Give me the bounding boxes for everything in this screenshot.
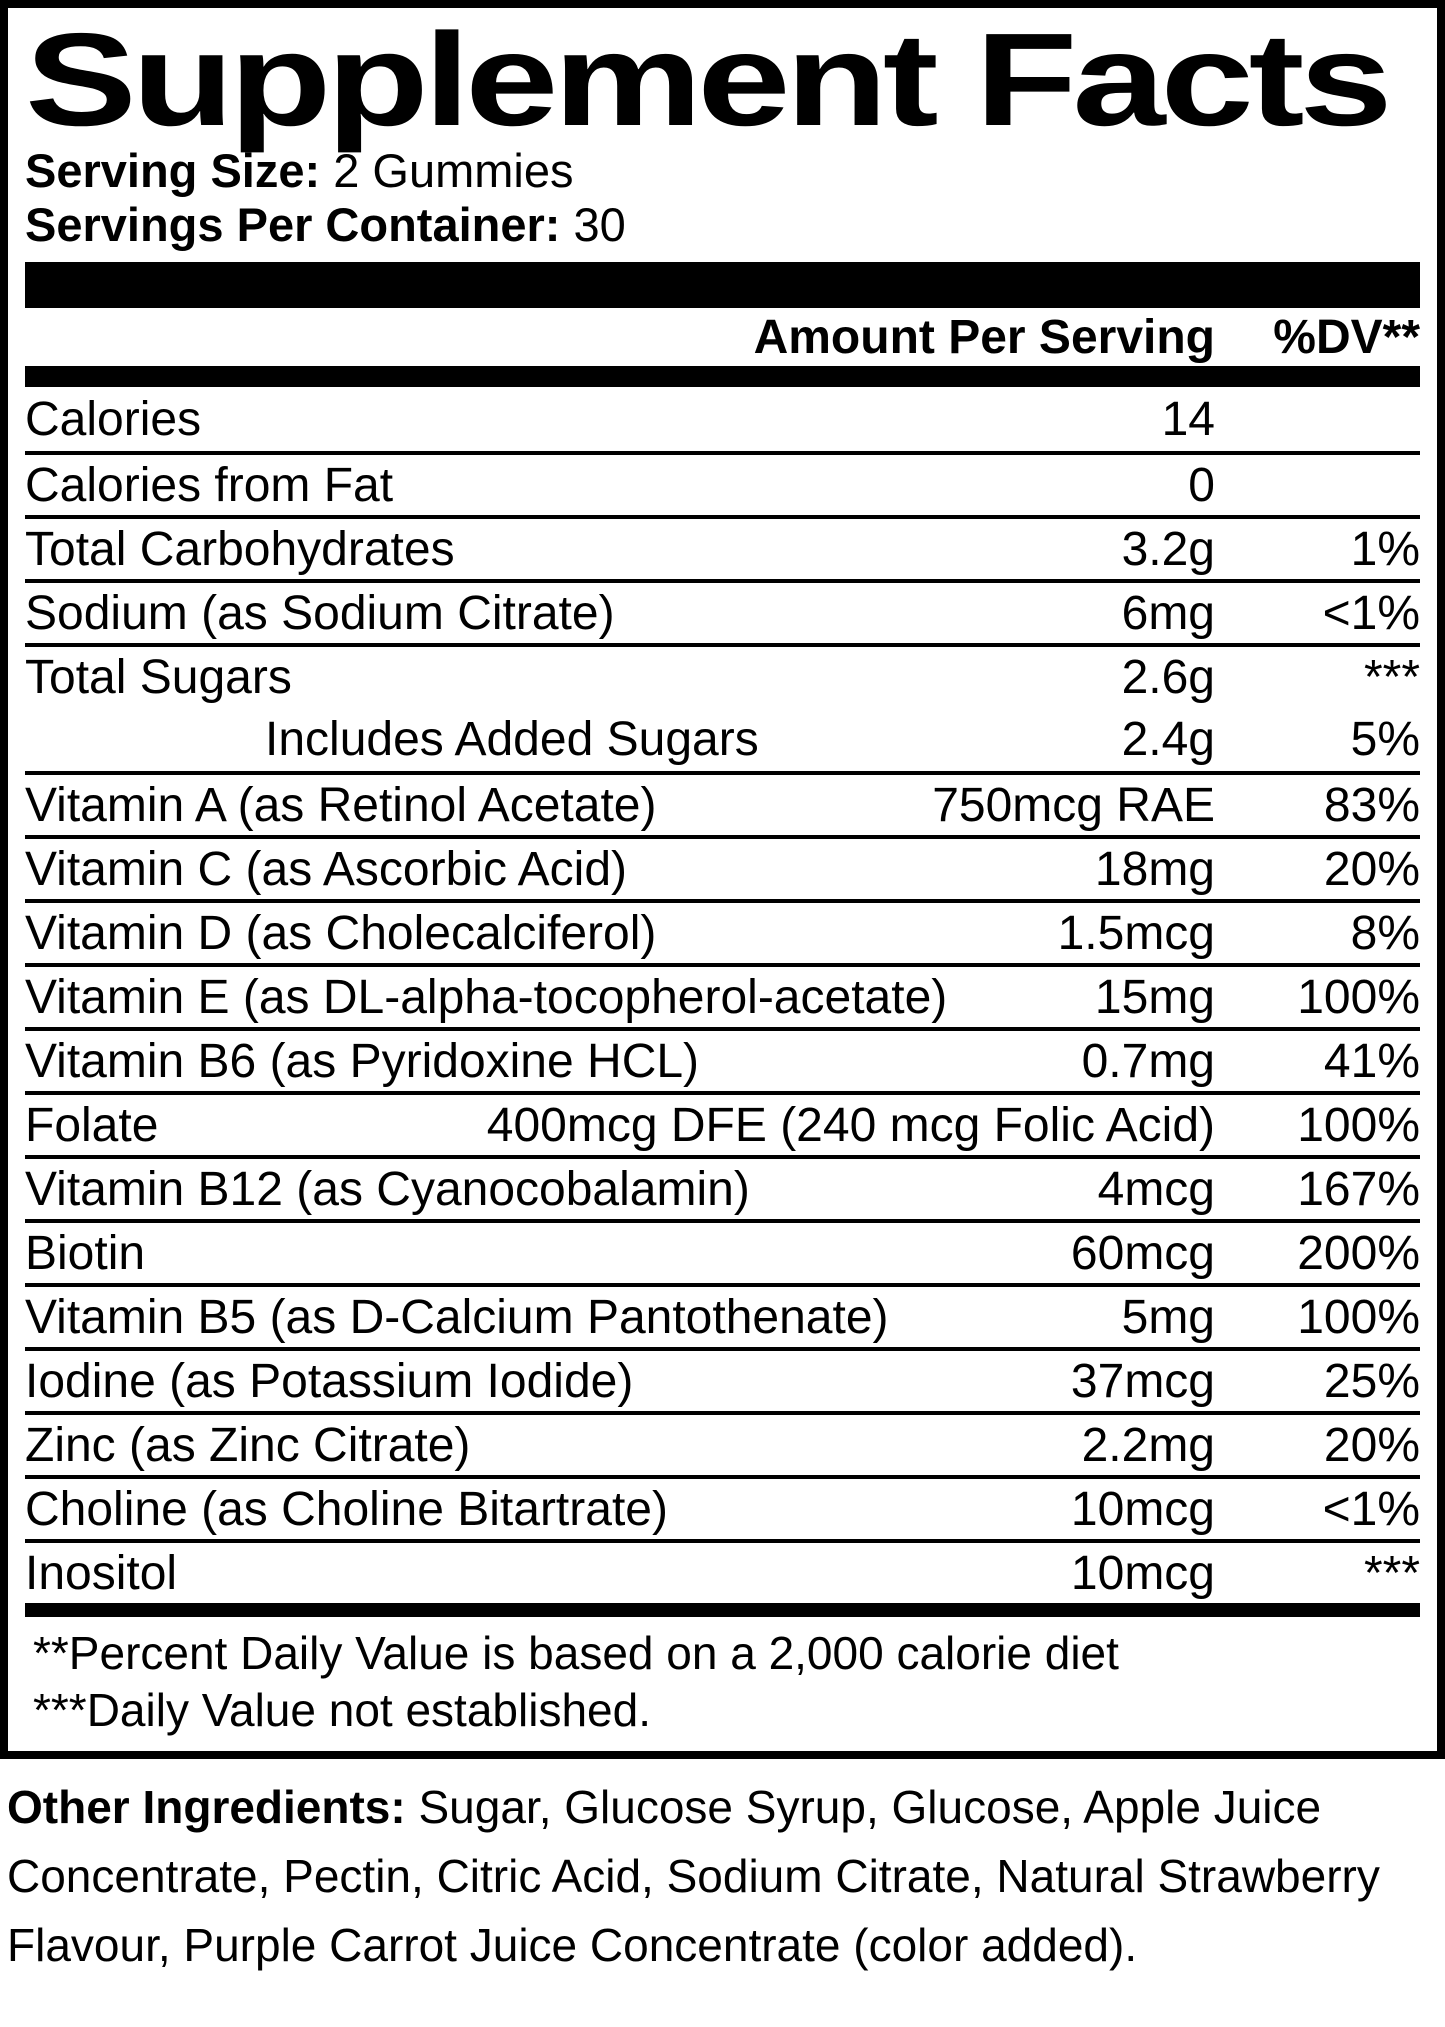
nutrient-name: Vitamin A (as Retinol Acetate) <box>25 778 657 832</box>
table-row-vitamin-c: Vitamin C (as Ascorbic Acid) 18mg 20% <box>25 835 1420 899</box>
nutrient-dv: 8% <box>1350 906 1420 960</box>
nutrient-name: Vitamin C (as Ascorbic Acid) <box>25 842 627 896</box>
table-row-calories-from-fat: Calories from Fat 0 <box>25 451 1420 515</box>
nutrient-amount: 37mcg <box>1070 1354 1215 1408</box>
servings-per-container-label: Servings Per Container: <box>25 198 561 251</box>
percent-dv-header: %DV** <box>1273 310 1420 364</box>
other-ingredients-label: Other Ingredients: <box>7 1781 406 1833</box>
table-row-vitamin-b5: Vitamin B5 (as D-Calcium Pantothenate) 5… <box>25 1283 1420 1347</box>
amount-per-serving-header: Amount Per Serving <box>753 310 1215 364</box>
nutrient-amount: 6mg <box>1121 586 1215 640</box>
nutrient-dv: 100% <box>1297 1098 1420 1152</box>
footnote-daily-value: **Percent Daily Value is based on a 2,00… <box>33 1627 1119 1679</box>
nutrient-dv: 20% <box>1323 1418 1420 1472</box>
nutrient-name: Inositol <box>25 1546 178 1600</box>
nutrient-name: Zinc (as Zinc Citrate) <box>25 1418 471 1472</box>
table-row-vitamin-d: Vitamin D (as Cholecalciferol) 1.5mcg 8% <box>25 899 1420 963</box>
table-row-iodine: Iodine (as Potassium Iodide) 37mcg 25% <box>25 1347 1420 1411</box>
nutrient-name: Folate <box>25 1098 159 1152</box>
nutrient-dv: 41% <box>1323 1034 1420 1088</box>
nutrient-dv: 100% <box>1297 970 1420 1024</box>
other-ingredients-section: Other Ingredients: Sugar, Glucose Syrup,… <box>0 1759 1445 1980</box>
other-ingredients-text: Sugar, Glucose Syrup, Glucose, Apple Jui… <box>7 1781 1380 1971</box>
nutrient-amount: 10mcg <box>1070 1546 1215 1600</box>
nutrient-dv: 1% <box>1350 522 1420 576</box>
table-row-vitamin-b12: Vitamin B12 (as Cyanocobalamin) 4mcg 167… <box>25 1155 1420 1219</box>
table-row-vitamin-a: Vitamin A (as Retinol Acetate) 750mcg RA… <box>25 771 1420 835</box>
table-row-vitamin-b6: Vitamin B6 (as Pyridoxine HCL) 0.7mg 41% <box>25 1027 1420 1091</box>
nutrient-name: Vitamin D (as Cholecalciferol) <box>25 906 657 960</box>
nutrient-dv: *** <box>1363 650 1420 704</box>
table-row-sodium: Sodium (as Sodium Citrate) 6mg <1% <box>25 579 1420 643</box>
nutrient-amount: 10mcg <box>1070 1482 1215 1536</box>
nutrient-amount: 2.4g <box>1121 712 1215 766</box>
nutrient-dv: 100% <box>1297 1290 1420 1344</box>
nutrient-name: Calories <box>25 392 202 446</box>
nutrient-name: Calories from Fat <box>25 458 394 512</box>
table-row-folate: Folate 400mcg DFE (240 mcg Folic Acid) 1… <box>25 1091 1420 1155</box>
table-row-choline: Choline (as Choline Bitartrate) 10mcg <1… <box>25 1475 1420 1539</box>
nutrient-dv: *** <box>1363 1546 1420 1600</box>
nutrient-amount: 0 <box>1188 458 1215 512</box>
nutrient-name: Vitamin E (as DL-alpha-tocopherol-acetat… <box>25 970 948 1024</box>
nutrient-amount: 15mg <box>1094 970 1215 1024</box>
table-header-row: Amount Per Serving %DV** <box>25 308 1420 366</box>
nutrient-name: Total Carbohydrates <box>25 522 455 576</box>
nutrient-amount: 3.2g <box>1121 522 1215 576</box>
nutrient-table: Calories 14 Calories from Fat 0 Total Ca… <box>25 387 1420 1603</box>
nutrient-name: Total Sugars <box>25 650 292 704</box>
nutrient-amount: 2.2mg <box>1081 1418 1215 1472</box>
table-row-vitamin-e: Vitamin E (as DL-alpha-tocopherol-acetat… <box>25 963 1420 1027</box>
nutrient-amount: 14 <box>1161 392 1215 446</box>
table-row-added-sugars: Includes Added Sugars 2.4g 5% <box>25 707 1420 771</box>
nutrient-name: Vitamin B5 (as D-Calcium Pantothenate) <box>25 1290 889 1344</box>
serving-size-value: 2 Gummies <box>333 144 574 197</box>
nutrient-name: Biotin <box>25 1226 146 1280</box>
nutrient-name: Includes Added Sugars <box>265 712 759 766</box>
serving-size-label: Serving Size: <box>25 144 321 197</box>
nutrient-amount: 4mcg <box>1097 1162 1215 1216</box>
medium-divider <box>25 366 1420 387</box>
footnote-not-established: ***Daily Value not established. <box>33 1684 651 1736</box>
servings-per-container-value: 30 <box>573 198 626 251</box>
nutrient-amount: 750mcg RAE <box>932 778 1215 832</box>
nutrient-name: Iodine (as Potassium Iodide) <box>25 1354 634 1408</box>
table-row-calories: Calories 14 <box>25 387 1420 451</box>
nutrient-dv: 25% <box>1323 1354 1420 1408</box>
nutrient-dv: 167% <box>1297 1162 1420 1216</box>
nutrient-dv: 20% <box>1323 842 1420 896</box>
thick-divider-top <box>25 262 1420 308</box>
nutrient-dv: <1% <box>1322 1482 1420 1536</box>
nutrient-dv: 5% <box>1350 712 1420 766</box>
supplement-facts-label: Supplement Facts Serving Size: 2 Gummies… <box>0 0 1445 1759</box>
thick-divider-bottom <box>25 1603 1420 1617</box>
table-row-total-sugars: Total Sugars 2.6g *** <box>25 643 1420 707</box>
table-row-zinc: Zinc (as Zinc Citrate) 2.2mg 20% <box>25 1411 1420 1475</box>
nutrient-amount: 5mg <box>1121 1290 1215 1344</box>
nutrient-dv: <1% <box>1322 586 1420 640</box>
table-row-biotin: Biotin 60mcg 200% <box>25 1219 1420 1283</box>
nutrient-amount: 1.5mcg <box>1057 906 1215 960</box>
nutrient-amount: 2.6g <box>1121 650 1215 704</box>
footnotes: **Percent Daily Value is based on a 2,00… <box>25 1617 1420 1751</box>
nutrient-amount: 18mg <box>1094 842 1215 896</box>
table-row-inositol: Inositol 10mcg *** <box>25 1539 1420 1603</box>
nutrient-dv: 200% <box>1297 1226 1420 1280</box>
nutrient-amount: 400mcg DFE (240 mcg Folic Acid) <box>486 1098 1215 1152</box>
nutrient-name: Choline (as Choline Bitartrate) <box>25 1482 668 1536</box>
nutrient-amount: 0.7mg <box>1081 1034 1215 1088</box>
servings-per-container-line: Servings Per Container: 30 <box>25 198 1420 252</box>
nutrient-name: Sodium (as Sodium Citrate) <box>25 586 615 640</box>
table-row-total-carbohydrates: Total Carbohydrates 3.2g 1% <box>25 515 1420 579</box>
nutrient-name: Vitamin B6 (as Pyridoxine HCL) <box>25 1034 700 1088</box>
label-title: Supplement Facts <box>25 6 1393 153</box>
nutrient-amount: 60mcg <box>1070 1226 1215 1280</box>
nutrient-name: Vitamin B12 (as Cyanocobalamin) <box>25 1162 750 1216</box>
nutrient-dv: 83% <box>1323 778 1420 832</box>
serving-size-line: Serving Size: 2 Gummies <box>25 144 1420 198</box>
